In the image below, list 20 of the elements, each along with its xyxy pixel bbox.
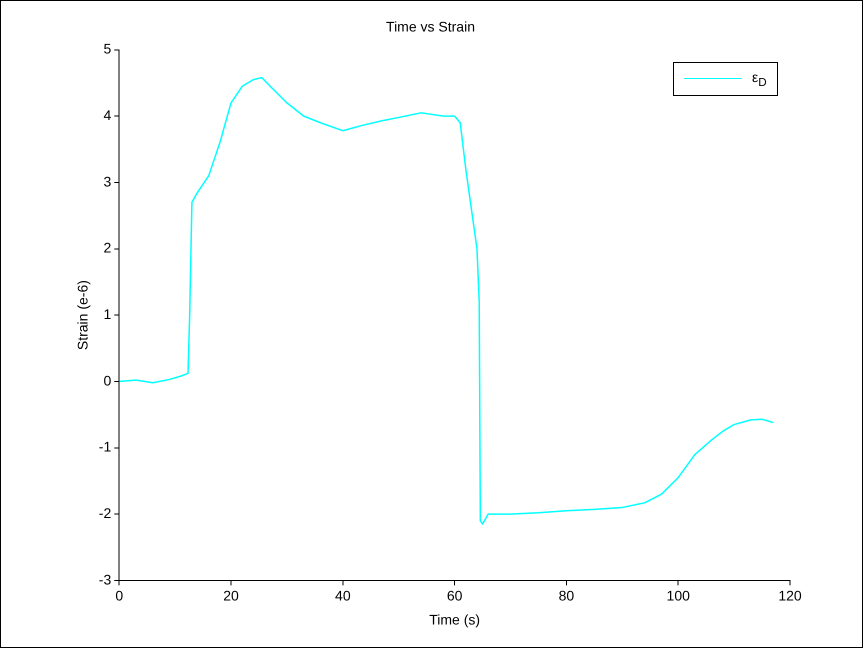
x-tick-label: 0 <box>115 588 124 604</box>
chart-title: Time vs Strain <box>386 18 475 34</box>
x-tick-label: 20 <box>223 588 240 604</box>
y-axis-title: Strain (e-6) <box>74 280 90 350</box>
y-tick-label: -1 <box>98 438 112 455</box>
y-tick-label: 0 <box>103 372 112 388</box>
x-tick-label: 40 <box>335 588 351 604</box>
y-tick-label: -2 <box>98 504 112 521</box>
y-tick-label: 4 <box>103 106 112 123</box>
x-tick-label: 80 <box>558 588 574 604</box>
x-tick-label: 100 <box>666 588 690 604</box>
y-tick-label: 1 <box>103 306 112 322</box>
y-tick-label: 3 <box>103 173 112 190</box>
legend-label: ε$_{D}$ <box>752 68 767 89</box>
y-tick-label: 5 <box>103 40 112 57</box>
y-tick-label: 2 <box>103 240 112 256</box>
x-tick-label: 60 <box>446 588 463 604</box>
x-tick-label: 120 <box>778 588 802 604</box>
y-tick-label: -3 <box>98 571 112 588</box>
x-axis-title: Time (s) <box>429 611 480 628</box>
